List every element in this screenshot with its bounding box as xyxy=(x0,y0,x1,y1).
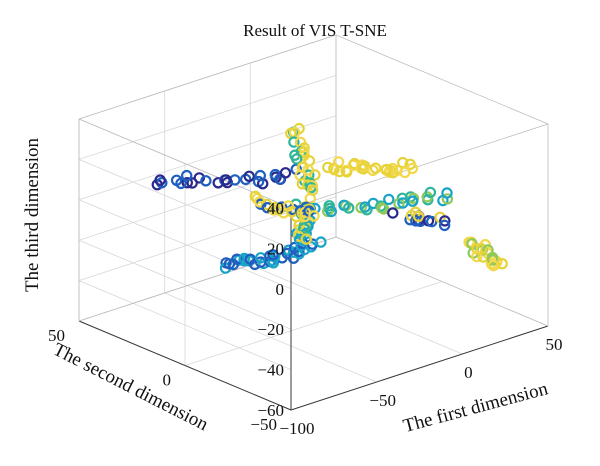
scatter-point xyxy=(380,163,393,176)
scatter-point xyxy=(276,201,288,213)
scatter-point xyxy=(288,136,300,148)
wall-grid-z xyxy=(78,199,292,290)
scatter-point xyxy=(261,201,274,214)
scatter-point xyxy=(369,162,382,174)
wall-grid-z xyxy=(78,75,337,160)
scatter-point xyxy=(291,153,303,165)
box-edge xyxy=(78,320,292,411)
scatter-point xyxy=(304,177,316,189)
scatter-point xyxy=(361,203,373,216)
scatter-point xyxy=(267,249,279,261)
scatter-point xyxy=(441,187,453,199)
box-edge xyxy=(290,123,549,209)
scatter-point xyxy=(181,176,193,189)
scatter-point xyxy=(306,184,319,196)
scatter-point xyxy=(426,215,438,228)
scatter-point xyxy=(154,174,166,186)
y-tick-label: 0 xyxy=(163,371,172,390)
z-axis-label: The third dimension xyxy=(22,137,43,292)
scatter-point xyxy=(406,195,419,207)
floor-grid-y xyxy=(184,281,443,366)
grid-layer xyxy=(78,34,549,411)
wall-grid-z xyxy=(78,159,292,249)
scatter-point xyxy=(244,253,256,265)
scatter-point xyxy=(315,236,327,248)
wall-grid-z xyxy=(78,239,292,330)
x-tick-label: −100 xyxy=(279,419,314,438)
scatter-point xyxy=(200,175,212,187)
scatter-point xyxy=(323,200,335,212)
scatter-point xyxy=(231,253,243,265)
wall-grid-z xyxy=(78,155,337,241)
scatter-point xyxy=(341,166,353,178)
points-layer xyxy=(151,122,508,274)
x-tick-label: 0 xyxy=(464,363,473,382)
z-tick-label: 0 xyxy=(276,280,285,299)
scatter-point xyxy=(367,164,379,176)
z-tick-label: −40 xyxy=(257,361,284,380)
scatter-point xyxy=(424,186,437,199)
scatter-point xyxy=(220,174,232,186)
scatter-point xyxy=(439,215,451,227)
scatter-point xyxy=(438,219,451,232)
scatter-point xyxy=(355,201,367,214)
scatter-point xyxy=(293,233,306,246)
scatter-point xyxy=(254,169,266,182)
scatter-point xyxy=(322,161,334,174)
scatter-point xyxy=(343,202,355,214)
scatter-point xyxy=(487,254,499,266)
scatter-point xyxy=(406,162,419,175)
z-tick-label: −20 xyxy=(257,320,284,339)
y-tick-label: −50 xyxy=(250,415,277,434)
scatter-point xyxy=(376,202,388,214)
scatter-point xyxy=(487,259,499,272)
scatter-point xyxy=(243,170,255,182)
y-tick-label: 50 xyxy=(48,326,65,345)
x-tick-label: 50 xyxy=(546,335,563,354)
scatter-point xyxy=(308,210,320,222)
z-tick-label: 40 xyxy=(267,199,284,218)
scatter-point xyxy=(387,207,399,219)
scatter-point xyxy=(441,193,454,205)
box-edge xyxy=(78,34,337,120)
wall-grid-z xyxy=(78,196,337,281)
z-tick-label: 20 xyxy=(267,239,284,258)
wall-grid-z xyxy=(78,280,292,370)
scatter-point xyxy=(267,257,280,269)
scatter-point xyxy=(309,169,321,181)
z-tick-label: −60 xyxy=(257,401,284,420)
scatter-point xyxy=(383,193,395,206)
box-edge xyxy=(335,34,549,125)
scatter-point xyxy=(300,233,312,245)
scatter-point xyxy=(273,203,285,216)
scatter-point xyxy=(269,251,281,263)
scatter-point xyxy=(175,177,187,190)
scatter-point xyxy=(333,165,346,178)
scatter-point xyxy=(298,222,310,234)
scatter-point xyxy=(274,173,286,185)
scatter-point xyxy=(193,172,205,184)
scatter-point xyxy=(254,196,266,208)
box-edge xyxy=(290,325,549,411)
box-edge xyxy=(335,236,549,327)
chart-title: Result of VIS T-SNE xyxy=(243,21,387,40)
scatter-point xyxy=(412,210,425,223)
scatter-point xyxy=(471,250,483,263)
scatter-point xyxy=(238,252,250,265)
scatter-point xyxy=(325,205,337,218)
scatter-point xyxy=(471,243,483,255)
scatter-point xyxy=(180,169,193,182)
scatter-point xyxy=(279,167,292,179)
scatter-point xyxy=(287,246,300,258)
x-tick-label: −50 xyxy=(369,391,396,410)
